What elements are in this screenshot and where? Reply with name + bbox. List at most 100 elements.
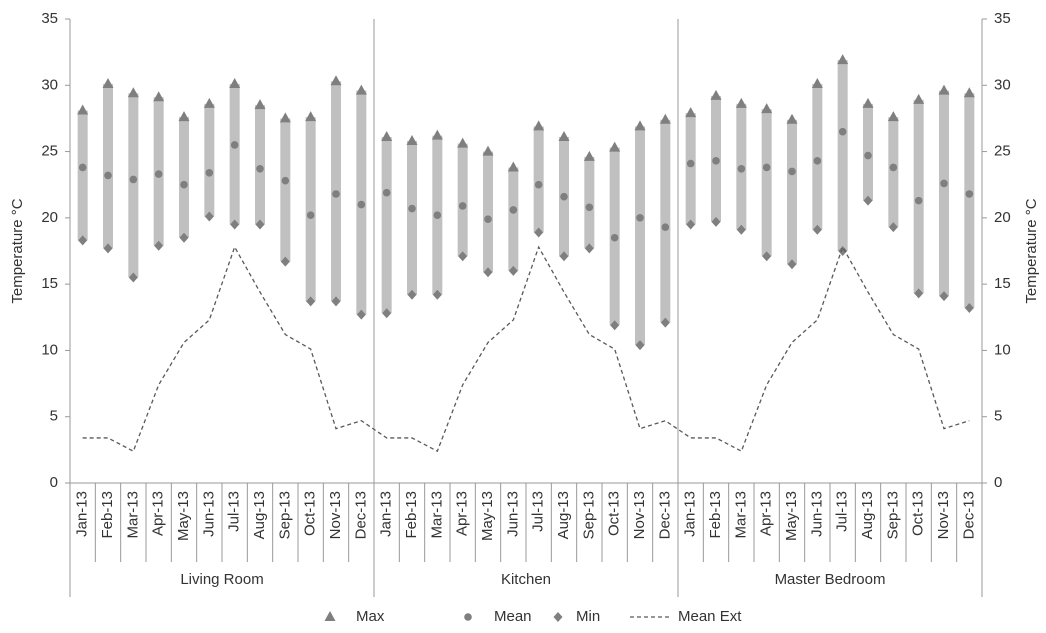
- mean-marker: [813, 157, 822, 165]
- min-marker: [964, 303, 974, 314]
- max-marker: [279, 112, 291, 123]
- range-bar: [812, 83, 823, 230]
- max-marker: [482, 145, 494, 156]
- x-tick-label: Aug-13: [251, 491, 268, 539]
- min-marker: [204, 211, 214, 222]
- max-marker: [507, 161, 519, 172]
- y-tick-label: 5: [50, 408, 58, 425]
- x-tick-label: Oct-13: [910, 491, 927, 536]
- max-marker: [583, 150, 595, 161]
- x-tick-label: Apr-13: [454, 491, 471, 536]
- mean-marker: [940, 179, 948, 188]
- x-tick-label: Mar-13: [428, 491, 445, 539]
- min-marker: [103, 243, 113, 254]
- range-bar: [660, 119, 671, 323]
- x-tick-label: Feb-13: [99, 491, 116, 539]
- range-bar: [787, 119, 797, 265]
- x-tick-label: Apr-13: [758, 491, 775, 536]
- mean-marker: [788, 167, 796, 176]
- mean-marker: [534, 180, 543, 189]
- range-bar: [204, 103, 215, 217]
- min-marker: [812, 224, 822, 235]
- mean-marker: [154, 170, 163, 178]
- y2-tick-label: 35: [994, 10, 1011, 27]
- mean-marker: [509, 206, 518, 214]
- y-tick-label: 15: [41, 275, 58, 292]
- mean-marker: [104, 171, 112, 180]
- range-bar: [913, 99, 924, 294]
- min-marker: [736, 224, 746, 235]
- range-bar: [305, 117, 316, 302]
- max-marker: [685, 107, 697, 118]
- mean-marker: [306, 211, 315, 220]
- x-tick-label: Aug-13: [555, 491, 572, 539]
- mean-marker: [914, 196, 923, 205]
- min-marker: [230, 219, 240, 230]
- group-label: Living Room: [180, 571, 263, 588]
- min-marker: [838, 246, 848, 256]
- legend-marker: [553, 612, 563, 622]
- min-marker: [508, 265, 518, 276]
- min-marker: [432, 289, 442, 300]
- range-bar: [229, 83, 240, 225]
- min-marker: [306, 296, 316, 307]
- range-bar: [179, 117, 189, 238]
- mean-marker: [230, 141, 239, 149]
- min-marker: [660, 317, 670, 328]
- mean-marker: [129, 175, 138, 184]
- legend-marker: [464, 613, 472, 621]
- mean-marker: [762, 163, 771, 172]
- mean-marker: [838, 127, 847, 136]
- max-marker: [203, 97, 215, 108]
- x-tick-label: Jan-13: [682, 491, 699, 537]
- x-tick-label: Jul-13: [530, 491, 547, 532]
- min-marker: [179, 232, 189, 243]
- min-marker: [863, 195, 873, 206]
- max-marker: [77, 104, 89, 115]
- min-marker: [762, 251, 772, 262]
- group-label: Master Bedroom: [775, 571, 886, 588]
- range-bar: [761, 109, 772, 257]
- min-marker: [711, 216, 721, 227]
- x-tick-label: Jul-13: [226, 491, 243, 532]
- mean-marker: [180, 180, 188, 189]
- x-tick-label: Mar-13: [732, 491, 749, 539]
- min-marker: [483, 267, 493, 278]
- max-marker: [533, 120, 545, 131]
- y2-tick-label: 10: [994, 341, 1011, 358]
- x-tick-label: Mar-13: [124, 491, 141, 539]
- x-tick-label: Jun-13: [504, 491, 521, 537]
- mean-marker: [484, 215, 492, 223]
- x-tick-label: Feb-13: [707, 491, 724, 539]
- range-bar: [964, 93, 975, 309]
- range-bar: [128, 93, 139, 278]
- y2-tick-label: 20: [994, 209, 1011, 226]
- y-tick-label: 30: [41, 76, 58, 93]
- y2-tick-label: 15: [994, 275, 1011, 292]
- max-marker: [431, 129, 443, 140]
- range-bar: [255, 105, 265, 225]
- y-tick-label: 0: [50, 474, 58, 491]
- mean-ext-line: [82, 245, 970, 453]
- legend-marker: [324, 611, 336, 621]
- mean-marker: [585, 203, 594, 212]
- x-tick-label: Jan-13: [74, 491, 91, 537]
- x-tick-label: Jan-13: [378, 491, 395, 537]
- max-marker: [178, 111, 190, 122]
- x-tick-label: Feb-13: [403, 491, 420, 539]
- y2-axis-label: Temperature °C: [1023, 198, 1040, 303]
- range-bar: [508, 167, 519, 271]
- max-marker: [735, 97, 747, 108]
- mean-marker: [889, 163, 898, 172]
- x-tick-label: Sep-13: [580, 491, 597, 539]
- min-marker: [888, 222, 898, 233]
- min-marker: [78, 235, 88, 246]
- max-marker: [381, 130, 393, 141]
- max-marker: [786, 113, 798, 124]
- mean-marker: [965, 190, 974, 198]
- max-marker: [761, 103, 773, 114]
- max-marker: [254, 99, 266, 110]
- min-marker: [382, 308, 392, 319]
- y2-tick-label: 5: [994, 408, 1002, 425]
